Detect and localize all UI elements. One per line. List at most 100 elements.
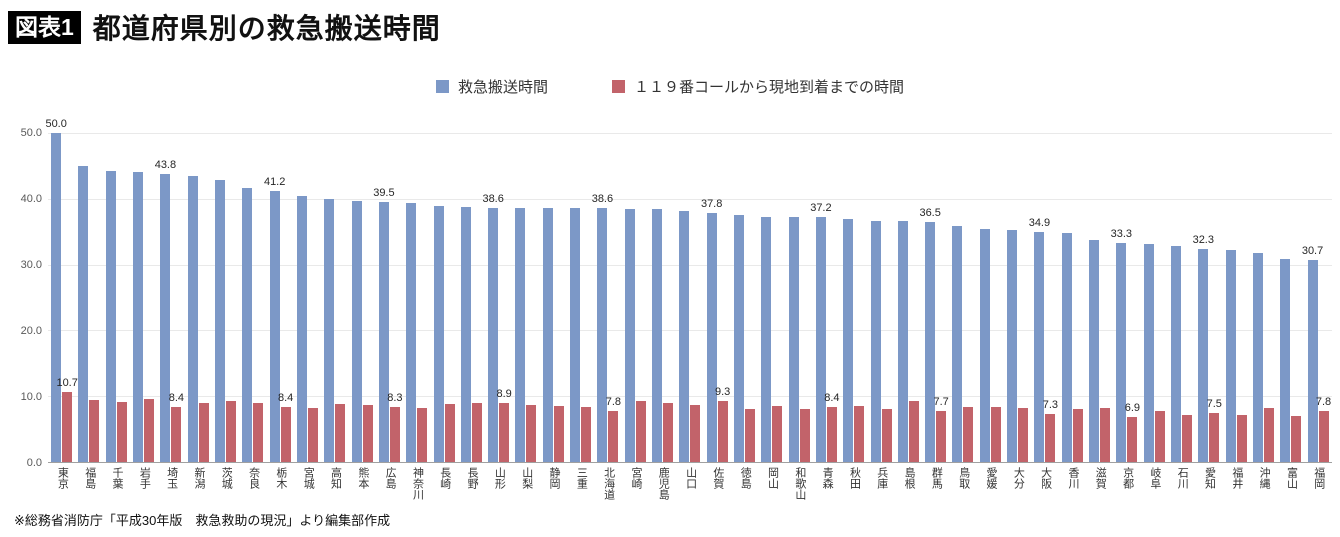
- transport-time-bar: [542, 208, 553, 462]
- x-axis-label: 岐阜: [1141, 467, 1168, 500]
- bar-value-label: 9.3: [715, 385, 731, 398]
- transport-time-bar: [952, 225, 963, 462]
- prefecture-name: 栃木: [274, 467, 287, 489]
- bar-group: [676, 133, 703, 462]
- x-axis-label: 茨城: [212, 467, 239, 500]
- call-to-arrival-bar: [417, 408, 428, 462]
- bar-group: 30.7 7.8: [1302, 133, 1331, 462]
- bar-value-label: 6.9: [1124, 401, 1140, 414]
- red-swatch-icon: [612, 80, 625, 93]
- transport-time-bar: [460, 206, 471, 462]
- call-to-arrival-bar: [799, 408, 810, 462]
- x-axis-label: 滋賀: [1086, 467, 1113, 500]
- call-to-arrival-bar: [307, 408, 318, 462]
- bar-group: 50.0 10.7: [45, 119, 78, 462]
- x-axis-label: 北海道: [594, 467, 621, 500]
- transport-time-bar: [215, 179, 226, 462]
- prefecture-name: 山梨: [520, 467, 533, 489]
- x-axis-label: 島根: [895, 467, 922, 500]
- call-to-arrival-bar: 7.8: [1316, 396, 1331, 462]
- prefecture-name: 岩手: [138, 467, 151, 489]
- call-to-arrival-bar: [335, 404, 346, 462]
- prefecture-name: 宮崎: [629, 467, 642, 489]
- call-to-arrival-bar: [1018, 408, 1029, 462]
- x-axis-label: 青森: [813, 467, 840, 500]
- call-to-arrival-bar: [581, 407, 592, 462]
- bar-value-label: 37.2: [810, 202, 832, 215]
- call-to-arrival-bar: [1236, 415, 1247, 462]
- prefecture-name: 静岡: [548, 467, 561, 489]
- bar-group: [895, 133, 922, 462]
- call-to-arrival-bar: [990, 407, 1001, 462]
- x-axis-label: 長崎: [430, 467, 457, 500]
- bar-group: [239, 133, 266, 462]
- x-axis-label: 神奈川: [403, 467, 430, 500]
- bar-group: [294, 133, 321, 462]
- x-axis-label: 秋田: [840, 467, 867, 500]
- call-to-arrival-bar: [226, 401, 237, 462]
- bar-group: [731, 133, 758, 462]
- x-axis-label: 福島: [75, 467, 102, 500]
- transport-time-bar: [1252, 252, 1263, 462]
- bar-group: [185, 133, 212, 462]
- x-axis-label: 栃木: [267, 467, 294, 500]
- prefecture-name: 高知: [329, 467, 342, 489]
- transport-time-bar: 34.9: [1029, 218, 1050, 462]
- bar-value-label: 41.2: [263, 175, 286, 188]
- transport-time-bar: 39.5: [373, 188, 395, 462]
- bar-group: 33.3 6.9: [1111, 133, 1140, 462]
- transport-time-bar: [652, 209, 663, 462]
- bar-group: 41.2 8.4: [263, 133, 294, 462]
- y-axis-tick-label: 10.0: [20, 391, 42, 403]
- transport-time-bar: [515, 208, 526, 462]
- prefecture-name: 福島: [83, 467, 96, 489]
- transport-time-bar: 50.0: [45, 119, 67, 462]
- bar-group: [949, 133, 976, 462]
- prefecture-name: 山口: [684, 467, 697, 489]
- transport-time-bar: [351, 201, 362, 462]
- prefecture-name: 奈良: [247, 467, 260, 489]
- bar-group: [758, 133, 785, 462]
- y-axis: 0.0 10.0 20.0 30.0 40.0 50.0: [0, 0, 44, 480]
- bar-group: [1059, 133, 1086, 462]
- transport-time-bar: [105, 171, 116, 462]
- prefecture-name: 新潟: [192, 467, 205, 489]
- transport-time-bar: [433, 206, 444, 462]
- prefecture-name: 和歌山: [793, 467, 806, 500]
- bar-group: [567, 133, 594, 462]
- bar-group: [1222, 133, 1249, 462]
- prefecture-name: 福岡: [1312, 467, 1325, 489]
- x-axis-label: 徳島: [731, 467, 758, 500]
- y-axis-tick-label: 20.0: [20, 325, 42, 337]
- bar-value-label: 50.0: [45, 118, 67, 130]
- prefecture-name: 群馬: [930, 467, 943, 489]
- transport-time-bar: [78, 165, 89, 462]
- x-axis-label: 三重: [567, 467, 594, 500]
- call-to-arrival-bar: [635, 400, 646, 462]
- call-to-arrival-bar: [553, 406, 564, 462]
- x-axis-label: 広島: [376, 467, 403, 500]
- bar-group: 38.6 7.8: [592, 133, 621, 462]
- bar-group: [130, 133, 157, 462]
- bar-value-label: 32.3: [1192, 234, 1214, 247]
- prefecture-name: 北海道: [602, 467, 615, 500]
- bar-group: [840, 133, 867, 462]
- transport-time-bar: [679, 211, 690, 462]
- call-to-arrival-bar: [1263, 408, 1274, 462]
- call-to-arrival-bar: [772, 406, 783, 462]
- call-to-arrival-bar: 8.4: [169, 392, 184, 462]
- call-to-arrival-bar: [1291, 415, 1302, 462]
- prefecture-name: 長崎: [438, 467, 451, 489]
- prefecture-name: 青森: [821, 467, 834, 489]
- bar-group: [785, 133, 812, 462]
- prefecture-name: 東京: [56, 467, 69, 489]
- call-to-arrival-bar: [690, 404, 701, 462]
- transport-time-bar: [788, 217, 799, 462]
- x-axis-label: 宮崎: [622, 467, 649, 500]
- x-axis-label: 愛媛: [977, 467, 1004, 500]
- legend-label-call-to-arrival: １１９番コールから現地到着までの時間: [634, 79, 905, 96]
- prefecture-name: 三重: [575, 467, 588, 489]
- legend-item-transport-time: 救急搬送時間: [435, 76, 548, 97]
- call-to-arrival-bar: 7.8: [606, 396, 621, 462]
- prefecture-name: 山形: [493, 467, 506, 489]
